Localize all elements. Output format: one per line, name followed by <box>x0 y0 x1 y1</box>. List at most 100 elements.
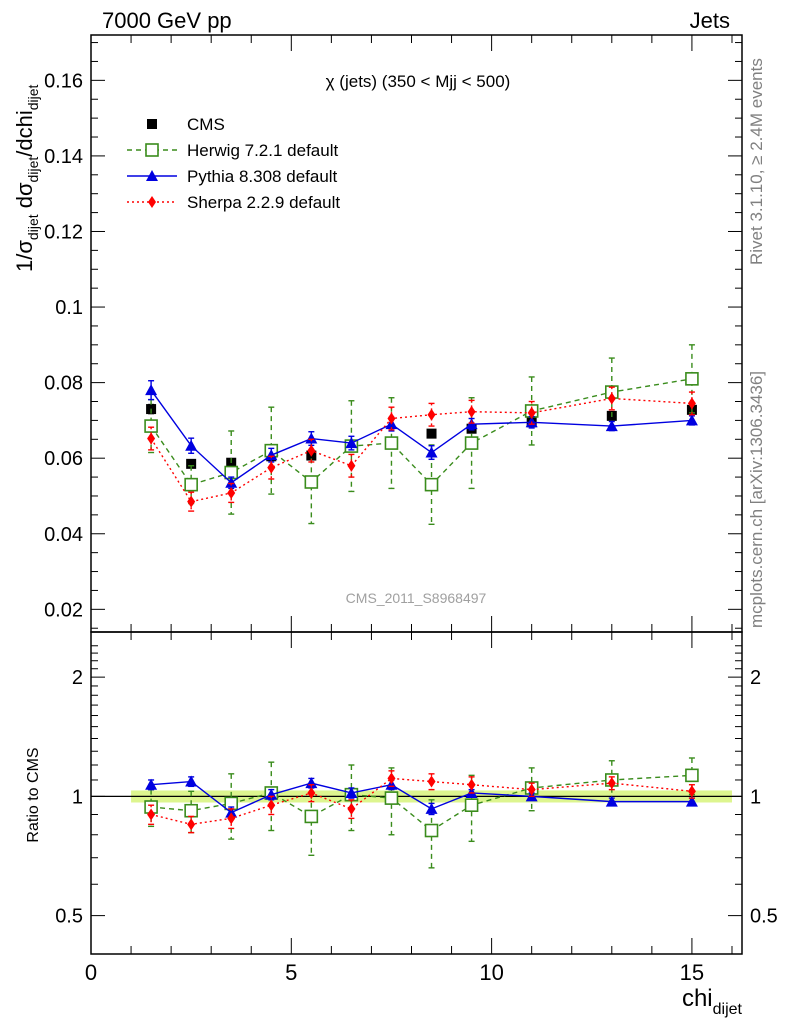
pythia-data-point <box>145 384 158 396</box>
y-axis-label: 1/σdijet dσdijet/dchidijet <box>12 84 41 272</box>
y-tick-label: 0.12 <box>44 221 83 243</box>
pythia-data-point <box>145 778 158 790</box>
sherpa-data-point <box>687 397 696 410</box>
x-tick-label: 15 <box>680 960 704 985</box>
cms-data-point <box>147 119 157 129</box>
y-tick-label: 0.16 <box>44 70 83 92</box>
sherpa-data-point <box>427 408 436 421</box>
legend-label-sherpa: Sherpa 2.2.9 default <box>187 193 340 212</box>
pythia-data-point <box>265 449 278 461</box>
sherpa-data-point <box>607 777 616 790</box>
sherpa-data-point <box>307 786 316 799</box>
sherpa-data-point <box>347 802 356 815</box>
ratio-axis-label: Ratio to CMS <box>25 747 42 842</box>
pythia-data-point <box>345 786 358 798</box>
sherpa-line <box>150 777 692 826</box>
cms-data-point <box>426 428 437 439</box>
pythia-data-point <box>605 795 618 807</box>
y-tick-label: 0.14 <box>44 146 83 168</box>
ratio-uncertainty-band <box>91 790 742 803</box>
y-tick-label: 0.02 <box>44 599 83 621</box>
ratio-tick-label-right: 0.5 <box>750 906 778 928</box>
ratio-tick-label-right: 1 <box>750 786 761 808</box>
pythia-line <box>150 389 692 484</box>
ratio-panel-frame <box>90 631 743 955</box>
main-axes: 0.02 0.04 0.06 0.08 0.1 0.12 0.14 0.16 <box>44 35 742 632</box>
sherpa-data-point <box>147 808 156 821</box>
herwig-data-point <box>304 809 319 824</box>
sherpa-data-point <box>148 196 156 208</box>
herwig-data-point <box>304 475 319 489</box>
legend-label-herwig: Herwig 7.2.1 default <box>187 141 338 160</box>
legend: CMS Herwig 7.2.1 default Pythia 8.308 defa… <box>127 115 340 212</box>
pythia-data-point <box>605 420 618 432</box>
pythia-data-point <box>146 170 158 181</box>
sherpa-data-point <box>227 812 236 825</box>
sherpa-data-point <box>347 459 356 472</box>
sherpa-data-point <box>187 495 196 508</box>
herwig-data-point <box>184 477 198 492</box>
sherpa-data-point <box>607 392 616 405</box>
sherpa-data-point <box>187 818 196 831</box>
y-tick-label: 0.1 <box>55 297 83 319</box>
herwig-data-point <box>384 436 399 450</box>
pythia-data-point <box>225 806 238 818</box>
process-label: Jets <box>690 8 730 33</box>
main-series <box>144 344 699 526</box>
sherpa-data-point <box>267 799 276 812</box>
y-tick-label: 0.06 <box>44 448 83 470</box>
sherpa-line <box>150 397 692 503</box>
sherpa-data-point <box>387 412 396 425</box>
energy-label: 7000 GeV pp <box>102 8 232 33</box>
pythia-data-point <box>305 432 318 444</box>
herwig-data-point <box>144 419 158 433</box>
plot-title: χ (jets) (350 < Mjj < 500) <box>326 72 511 91</box>
sherpa-data-point <box>267 461 276 474</box>
rivet-label: Rivet 3.1.10, ≥ 2.4M events <box>747 58 766 265</box>
sherpa-data-point <box>387 772 396 785</box>
sherpa-data-point <box>527 783 536 796</box>
herwig-data-point <box>424 477 439 492</box>
mcplots-label: mcplots.cern.ch [arXiv:1306.3436] <box>747 371 766 628</box>
sherpa-data-point <box>687 785 696 798</box>
pythia-data-point <box>225 476 238 488</box>
herwig-data-point <box>424 823 439 838</box>
ratio-tick-label-left: 2 <box>72 667 83 689</box>
herwig-data-point <box>464 436 479 450</box>
ratio-series <box>144 757 699 869</box>
x-tick-label: 10 <box>479 960 503 985</box>
pythia-data-point <box>345 437 358 449</box>
herwig-data-point <box>384 791 399 805</box>
herwig-data-point <box>464 798 479 812</box>
ratio-tick-label-left: 1 <box>72 786 83 808</box>
sherpa-data-point <box>527 406 536 419</box>
pythia-data-point <box>425 802 438 814</box>
analysis-id: CMS_2011_S8968497 <box>346 590 487 606</box>
x-tick-label: 0 <box>85 960 97 985</box>
herwig-data-point <box>184 803 198 818</box>
sherpa-data-point <box>307 444 316 457</box>
y-tick-label: 0.04 <box>44 524 83 546</box>
pythia-data-point <box>185 439 198 451</box>
ratio-tick-label-left: 0.5 <box>55 906 83 928</box>
sherpa-data-point <box>467 778 476 791</box>
herwig-data-point <box>145 143 159 157</box>
cms-data-point <box>186 458 197 469</box>
pythia-data-point <box>425 446 438 458</box>
herwig-data-point <box>685 372 699 386</box>
x-axis-label: chidijet <box>682 985 743 1018</box>
sherpa-data-point <box>427 775 436 788</box>
pythia-data-point <box>685 414 698 426</box>
pythia-line <box>151 780 692 814</box>
herwig-data-point <box>685 768 699 783</box>
legend-label-pythia: Pythia 8.308 default <box>187 167 338 186</box>
x-tick-label: 5 <box>285 960 297 985</box>
sherpa-data-point <box>147 432 156 445</box>
pythia-data-point <box>185 775 198 787</box>
sherpa-data-point <box>467 405 476 418</box>
pythia-data-point <box>685 795 698 807</box>
sherpa-data-point <box>227 486 236 499</box>
ratio-tick-label-right: 2 <box>750 667 761 689</box>
y-tick-label: 0.08 <box>44 373 83 395</box>
